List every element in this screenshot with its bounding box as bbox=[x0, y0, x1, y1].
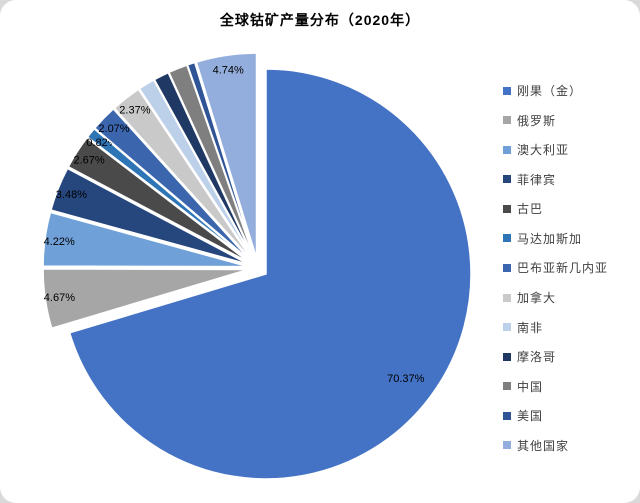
slice-label-7: 2.37% bbox=[119, 105, 150, 117]
legend-item-2: 澳大利亚 bbox=[503, 141, 608, 158]
slice-label-4: 2.67% bbox=[73, 155, 104, 167]
pie-slice-8 bbox=[138, 78, 254, 260]
legend-item-7: 加拿大 bbox=[503, 289, 608, 306]
legend-label: 俄罗斯 bbox=[517, 113, 557, 128]
legend-swatch-icon bbox=[503, 441, 511, 450]
legend-item-8: 南非 bbox=[503, 319, 608, 336]
legend-label: 中国 bbox=[517, 379, 544, 394]
legend-label: 澳大利亚 bbox=[517, 143, 570, 158]
pie-slice-0 bbox=[68, 68, 472, 480]
pie-slice-4 bbox=[67, 136, 251, 264]
legend-label: 马达加斯加 bbox=[517, 231, 583, 246]
slice-label-3: 3.48% bbox=[56, 189, 87, 201]
legend-item-0: 刚果（金） bbox=[503, 82, 608, 99]
legend-item-4: 古巴 bbox=[503, 200, 608, 217]
pie-slice-12 bbox=[195, 52, 258, 259]
slice-label-6: 2.07% bbox=[98, 123, 129, 135]
legend-swatch-icon bbox=[503, 86, 511, 95]
pie-slice-7 bbox=[113, 88, 253, 261]
legend-item-11: 美国 bbox=[503, 407, 608, 424]
slice-label-1: 4.67% bbox=[44, 292, 75, 304]
legend-item-6: 巴布亚新几内亚 bbox=[503, 259, 608, 276]
legend-swatch-icon bbox=[503, 204, 511, 213]
legend-label: 其他国家 bbox=[517, 438, 570, 453]
legend-item-9: 摩洛哥 bbox=[503, 348, 608, 365]
legend-item-12: 其他国家 bbox=[503, 437, 608, 454]
legend-swatch-icon bbox=[503, 145, 511, 154]
pie-slice-6 bbox=[93, 107, 252, 262]
legend-swatch-icon bbox=[503, 382, 511, 391]
legend-swatch-icon bbox=[503, 352, 511, 361]
legend-swatch-icon bbox=[503, 234, 511, 243]
legend-label: 巴布亚新几内亚 bbox=[517, 261, 609, 276]
legend-item-3: 菲律宾 bbox=[503, 171, 608, 188]
legend: 刚果（金） 俄罗斯澳大利亚菲律宾古巴马达加斯加巴布亚新几内亚 加拿大南非摩洛哥中国美… bbox=[503, 82, 608, 454]
slice-label-2: 4.22% bbox=[44, 236, 75, 248]
legend-swatch-icon bbox=[503, 411, 511, 420]
legend-item-5: 马达加斯加 bbox=[503, 230, 608, 247]
pie-slice-2 bbox=[42, 211, 249, 268]
legend-label: 南非 bbox=[517, 320, 544, 335]
pie-slice-5 bbox=[86, 127, 251, 263]
chart-title: 全球钴矿产量分布（2020年） bbox=[219, 12, 421, 28]
legend-label: 美国 bbox=[517, 409, 544, 424]
legend-swatch-icon bbox=[503, 293, 511, 302]
legend-swatch-icon bbox=[503, 175, 511, 184]
legend-label: 刚果（金） bbox=[517, 84, 583, 98]
legend-item-1: 俄罗斯 bbox=[503, 112, 608, 129]
pie-slice-11 bbox=[186, 61, 256, 259]
legend-label: 菲律宾 bbox=[517, 172, 557, 187]
legend-swatch-icon bbox=[503, 116, 511, 125]
legend-item-10: 中国 bbox=[503, 378, 608, 395]
pie-slice-3 bbox=[50, 167, 250, 266]
legend-label: 摩洛哥 bbox=[517, 350, 557, 365]
legend-swatch-icon bbox=[503, 323, 511, 332]
legend-label: 加拿大 bbox=[517, 291, 557, 306]
slice-label-0: 70.37% bbox=[387, 373, 425, 385]
legend-swatch-icon bbox=[503, 263, 511, 272]
legend-label: 古巴 bbox=[517, 202, 544, 217]
pie-slice-9 bbox=[153, 71, 255, 260]
pie-slice-1 bbox=[42, 268, 249, 330]
slice-label-12: 4.74% bbox=[213, 65, 244, 77]
